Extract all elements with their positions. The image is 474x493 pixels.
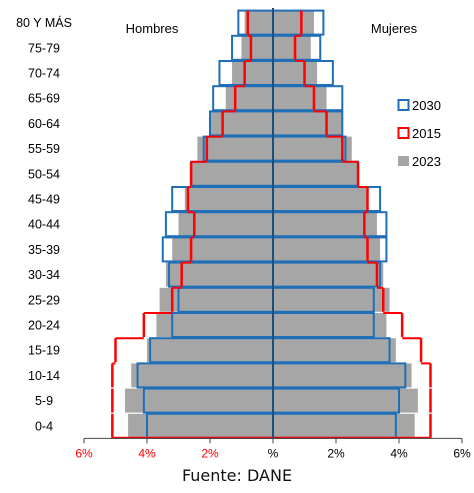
age-label-80 Y MÁS: 80 Y MÁS xyxy=(16,15,72,30)
bar-2023-men-80 Y MÁS xyxy=(244,10,273,35)
age-label-15-19: 15-19 xyxy=(28,344,60,358)
bar-2023-women-30-34 xyxy=(273,262,384,287)
legend-label-2030: 2030 xyxy=(412,98,441,113)
bar-2023-women-55-59 xyxy=(273,136,352,161)
bar-2023-women-0-4 xyxy=(273,413,415,438)
bar-2023-women-5-9 xyxy=(273,388,418,413)
legend-label-2015: 2015 xyxy=(412,126,441,141)
bar-2023-men-10-14 xyxy=(131,363,273,388)
x-tick-label-6: 6% xyxy=(453,446,471,460)
bar-2023-men-0-4 xyxy=(128,413,273,438)
age-label-55-59: 55-59 xyxy=(28,142,60,156)
bar-2023-men-65-69 xyxy=(225,86,273,111)
bar-2023-women-60-64 xyxy=(273,111,343,136)
bar-2023-men-35-39 xyxy=(172,237,273,262)
age-label-70-74: 70-74 xyxy=(28,67,60,81)
bar-2023-women-45-49 xyxy=(273,187,368,211)
age-label-45-49: 45-49 xyxy=(28,193,60,207)
legend-swatch-2023 xyxy=(398,156,409,166)
legend-label-2023: 2023 xyxy=(412,154,441,169)
bar-2023-men-75-79 xyxy=(241,35,273,60)
age-label-60-64: 60-64 xyxy=(28,117,60,131)
bar-2023-women-15-19 xyxy=(273,338,396,363)
bar-2023-men-20-24 xyxy=(156,313,273,337)
bar-2023-women-75-79 xyxy=(273,35,311,60)
bar-2023-men-30-34 xyxy=(165,262,273,287)
legend-swatch-2015 xyxy=(397,127,410,139)
bar-2023-women-70-74 xyxy=(273,61,318,85)
age-label-50-54: 50-54 xyxy=(28,167,60,181)
population-pyramid-chart: 0-4 5-9 10-14 15-19 20-24 25-29 30-34 35-39 40-4… xyxy=(16,8,471,460)
age-label-75-79: 75-79 xyxy=(28,41,60,55)
legend-swatch-2030 xyxy=(397,99,410,111)
bar-2023-women-65-69 xyxy=(273,86,327,111)
age-label-40-44: 40-44 xyxy=(28,218,60,232)
x-tick-label-3: % xyxy=(268,446,279,460)
age-label-0-4: 0-4 xyxy=(35,419,53,433)
x-tick-label-0: 6% xyxy=(75,446,93,460)
bars-layer xyxy=(111,9,432,439)
bar-2023-men-25-29 xyxy=(159,287,273,312)
bar-2023-women-80 Y MÁS xyxy=(273,10,314,35)
bar-2023-men-70-74 xyxy=(232,61,273,85)
side-label-men: Hombres xyxy=(126,21,179,36)
age-label-5-9: 5-9 xyxy=(35,394,53,408)
bar-2023-women-25-29 xyxy=(273,287,390,312)
axis-layer: 0-4 5-9 10-14 15-19 20-24 25-29 30-34 35-39 40-4… xyxy=(16,8,471,460)
age-label-20-24: 20-24 xyxy=(28,319,60,333)
bar-2023-men-60-64 xyxy=(210,111,273,136)
bar-2023-men-45-49 xyxy=(184,187,273,211)
source-note: Fuente: DANE xyxy=(181,466,293,485)
x-tick-label-2: 2% xyxy=(201,446,219,460)
bar-2023-men-55-59 xyxy=(197,136,273,161)
bar-2023-women-35-39 xyxy=(273,237,381,262)
bar-2023-men-5-9 xyxy=(124,388,273,413)
bar-2023-women-50-54 xyxy=(273,161,359,186)
age-label-10-14: 10-14 xyxy=(28,369,60,383)
bar-2023-women-10-14 xyxy=(273,363,412,388)
x-tick-label-1: 4% xyxy=(138,446,156,460)
x-tick-label-4: 2% xyxy=(327,446,345,460)
age-label-30-34: 30-34 xyxy=(28,268,60,282)
age-label-65-69: 65-69 xyxy=(28,92,60,106)
bar-2023-men-50-54 xyxy=(191,161,273,186)
bar-2023-women-20-24 xyxy=(273,313,387,337)
bar-2023-men-40-44 xyxy=(178,212,273,237)
bar-2023-men-15-19 xyxy=(147,338,273,363)
legend: 2030 2015 2023 xyxy=(397,98,441,169)
x-tick-label-5: 4% xyxy=(390,446,408,460)
age-label-25-29: 25-29 xyxy=(28,293,60,307)
side-label-women: Mujeres xyxy=(371,21,418,36)
bar-2023-women-40-44 xyxy=(273,212,377,237)
age-label-35-39: 35-39 xyxy=(28,243,60,257)
